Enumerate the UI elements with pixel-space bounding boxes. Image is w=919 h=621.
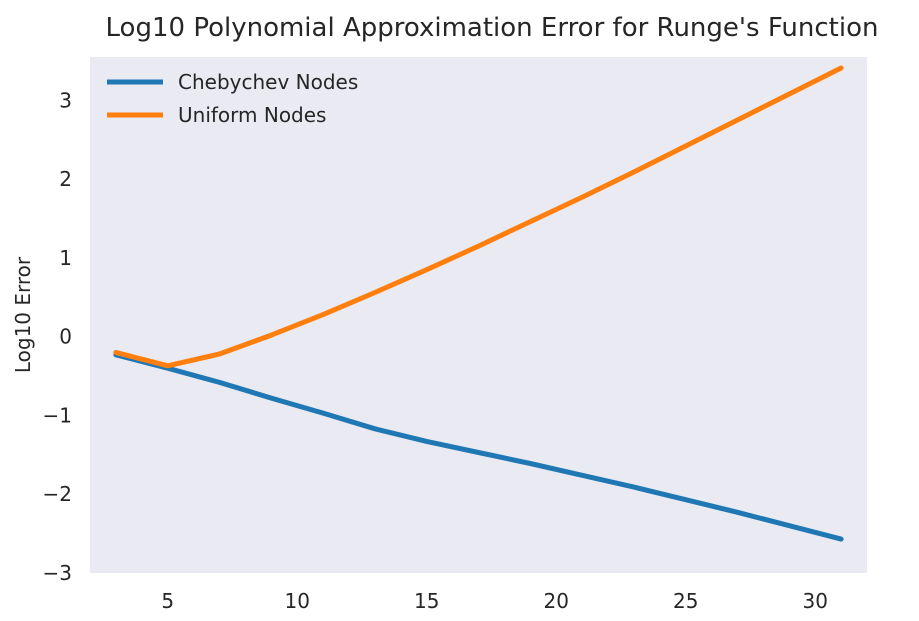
x-tick-label: 30 [802,589,827,613]
y-tick-label: −3 [43,561,72,585]
y-tick-label: 1 [59,246,72,270]
x-axis-ticks: 5 10 15 20 25 30 [161,589,828,613]
legend-label: Chebychev Nodes [178,70,358,94]
x-tick-label: 20 [543,589,568,613]
y-tick-label: 3 [59,88,72,112]
y-tick-label: −1 [43,403,72,427]
plot-area [90,57,867,573]
series-lines [113,65,844,542]
x-tick-label: 10 [284,589,309,613]
chart-title: Log10 Polynomial Approximation Error for… [106,13,879,43]
x-tick-label: 15 [414,589,439,613]
legend: Chebychev Nodes Uniform Nodes [107,70,358,127]
legend-label: Uniform Nodes [178,103,326,127]
y-tick-label: 2 [59,167,72,191]
y-tick-label: 0 [59,325,72,349]
series-line [113,65,844,369]
y-axis-ticks: −3 −2 −1 0 1 2 3 [43,88,72,585]
series-line [113,352,844,542]
y-axis-label: Log10 Error [11,256,35,373]
x-tick-label: 25 [673,589,698,613]
x-tick-label: 5 [161,589,174,613]
y-tick-label: −2 [43,482,72,506]
